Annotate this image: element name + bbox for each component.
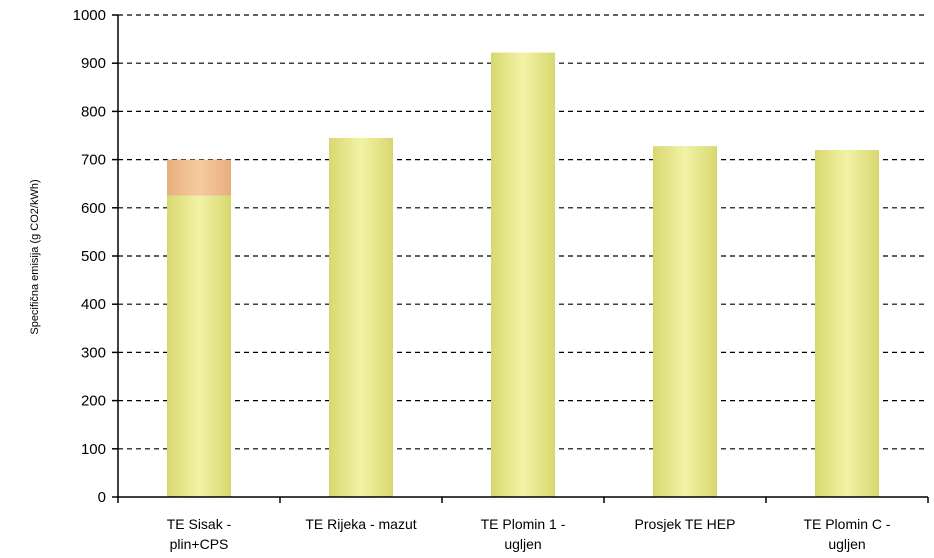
- y-tick-label: 400: [81, 296, 106, 313]
- bar: [329, 137, 393, 497]
- y-axis-title: Specifična emisija (g CO2/kWh): [29, 179, 41, 334]
- bar: [167, 195, 231, 497]
- x-tick-label: ugljen: [504, 536, 541, 552]
- y-tick-label: 700: [81, 152, 106, 169]
- x-tick-label: ugljen: [828, 536, 865, 552]
- x-tick-label: TE Plomin 1 -: [481, 516, 566, 532]
- bar: [653, 146, 717, 497]
- x-tick-label: TE Plomin C -: [803, 516, 890, 532]
- y-tick-label: 200: [81, 393, 106, 410]
- bars: [167, 52, 879, 497]
- x-tick-label: plin+CPS: [170, 536, 229, 552]
- labels: 0 100 200 300 400 500 600 700 800 900 1000 TE Sisak…: [73, 7, 891, 552]
- y-tick-label: 900: [81, 55, 106, 72]
- bar: [167, 159, 231, 196]
- y-tick-label: 1000: [73, 7, 106, 24]
- y-tick-label: 800: [81, 103, 106, 120]
- y-tick-label: 0: [98, 489, 106, 506]
- y-tick-label: 100: [81, 441, 106, 458]
- y-tick-label: 500: [81, 248, 106, 265]
- bar: [491, 52, 555, 497]
- y-tick-label: 300: [81, 344, 106, 361]
- bar: [815, 149, 879, 497]
- y-tick-label: 600: [81, 200, 106, 217]
- axes: [112, 14, 929, 503]
- x-tick-label: TE Sisak -: [167, 516, 232, 532]
- x-tick-label: Prosjek TE HEP: [635, 516, 736, 532]
- x-tick-label: TE Rijeka - mazut: [305, 516, 416, 532]
